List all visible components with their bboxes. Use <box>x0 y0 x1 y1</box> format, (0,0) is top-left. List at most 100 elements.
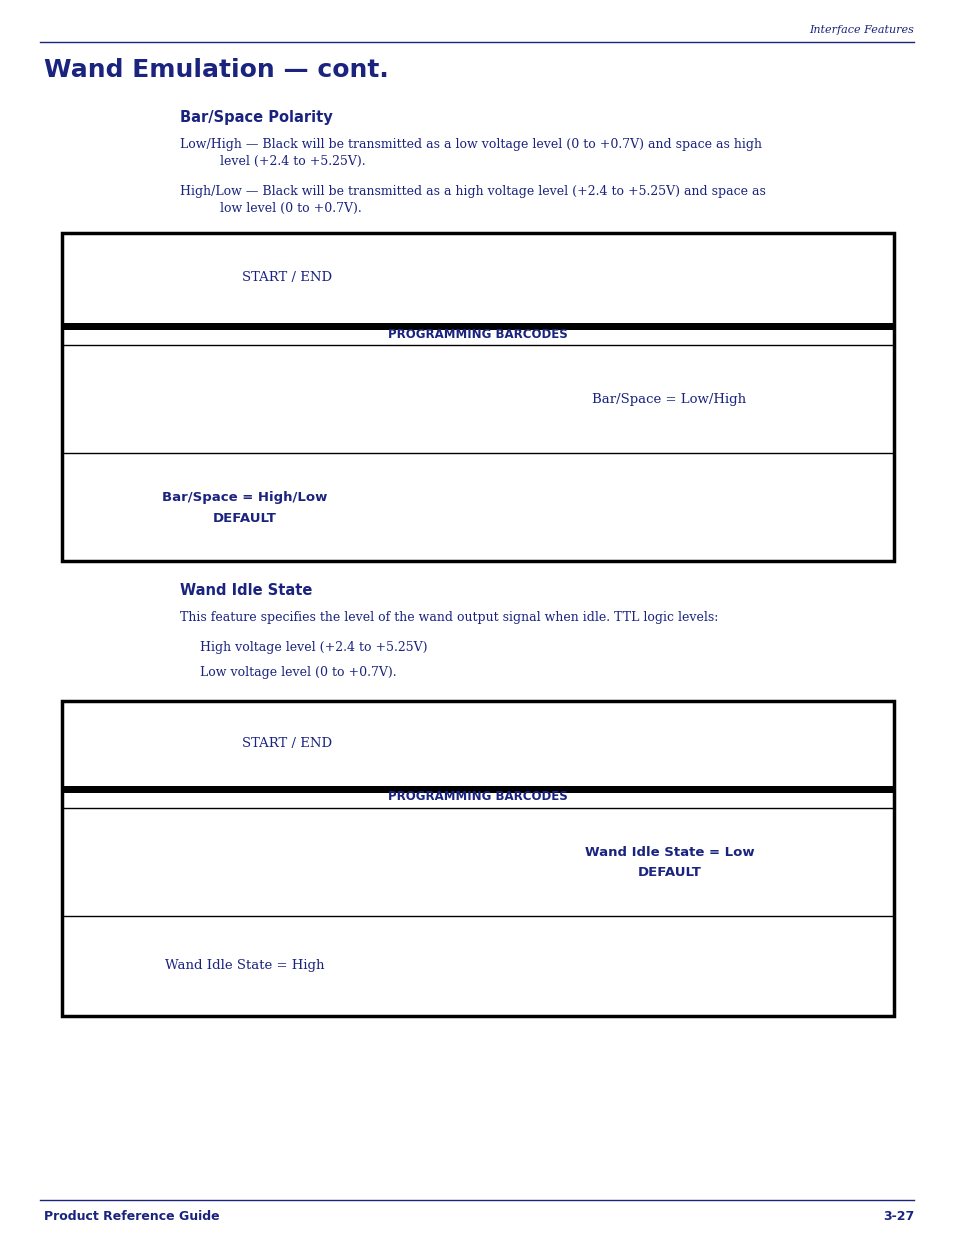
Bar <box>194 366 198 433</box>
Bar <box>288 827 292 897</box>
Text: Bar/Space = Low/High: Bar/Space = Low/High <box>592 393 745 405</box>
Bar <box>733 714 737 773</box>
Bar <box>663 247 664 309</box>
Bar <box>597 935 598 997</box>
Bar <box>746 714 749 773</box>
Bar <box>327 827 331 897</box>
Bar <box>230 827 233 897</box>
Bar <box>675 935 679 997</box>
Bar <box>746 473 749 541</box>
Bar <box>760 714 762 773</box>
Bar <box>340 366 343 433</box>
Bar <box>189 366 192 433</box>
Bar <box>597 473 598 541</box>
Bar <box>708 247 709 309</box>
Bar <box>649 935 652 997</box>
Bar <box>370 366 371 433</box>
Text: START / END: START / END <box>241 737 332 750</box>
Bar <box>327 366 331 433</box>
Bar <box>597 714 598 773</box>
Bar <box>237 827 240 897</box>
Bar <box>189 827 192 897</box>
Text: Product Reference Guide: Product Reference Guide <box>44 1210 219 1223</box>
Bar <box>663 473 664 541</box>
Bar <box>194 827 198 897</box>
Text: PROGRAMMING BARCODES: PROGRAMMING BARCODES <box>388 790 567 804</box>
Bar <box>655 935 659 997</box>
Bar <box>714 473 717 541</box>
Bar <box>663 714 664 773</box>
Bar <box>360 366 362 433</box>
Bar <box>321 366 322 433</box>
Bar <box>259 827 260 897</box>
Bar <box>218 366 220 433</box>
Bar <box>708 714 709 773</box>
Bar <box>218 827 220 897</box>
Bar <box>295 366 298 433</box>
Bar <box>696 714 699 773</box>
Bar <box>210 366 212 433</box>
Bar <box>360 827 362 897</box>
Bar <box>636 714 639 773</box>
Bar <box>624 714 626 773</box>
Bar <box>682 473 684 541</box>
Bar <box>610 714 612 773</box>
Bar <box>185 827 186 897</box>
Text: Wand Idle State: Wand Idle State <box>180 583 312 598</box>
Bar <box>742 247 744 309</box>
Bar <box>714 935 717 997</box>
Bar <box>321 827 322 897</box>
Bar <box>645 473 646 541</box>
Bar <box>733 473 737 541</box>
Text: High voltage level (+2.4 to +5.25V): High voltage level (+2.4 to +5.25V) <box>200 641 427 655</box>
Bar <box>581 714 584 773</box>
Text: DEFAULT: DEFAULT <box>637 867 700 879</box>
Bar <box>335 366 336 433</box>
Text: START / END: START / END <box>241 272 332 284</box>
Bar <box>302 366 303 433</box>
Bar <box>682 247 684 309</box>
Bar <box>347 827 350 897</box>
Bar <box>276 366 277 433</box>
Bar <box>742 935 744 997</box>
Bar <box>721 714 722 773</box>
Bar <box>675 247 679 309</box>
Bar <box>576 714 578 773</box>
Bar <box>757 935 758 997</box>
Bar <box>645 935 646 997</box>
Bar <box>576 247 578 309</box>
Bar <box>249 827 253 897</box>
Bar <box>760 473 762 541</box>
Bar <box>571 714 573 773</box>
Bar <box>185 366 186 433</box>
Bar <box>589 714 591 773</box>
Bar <box>249 366 253 433</box>
Bar <box>624 473 626 541</box>
Bar <box>688 714 689 773</box>
Bar <box>636 247 639 309</box>
Bar <box>581 473 584 541</box>
Bar <box>682 935 684 997</box>
Bar <box>727 935 730 997</box>
Bar <box>597 247 598 309</box>
Bar <box>243 366 244 433</box>
Bar <box>581 247 584 309</box>
Bar <box>649 473 652 541</box>
Bar <box>746 247 749 309</box>
Bar <box>733 247 737 309</box>
Bar <box>708 935 709 997</box>
Bar <box>616 247 619 309</box>
Bar <box>604 473 607 541</box>
Bar <box>727 247 730 309</box>
Bar <box>370 827 371 897</box>
Bar <box>604 714 607 773</box>
Bar <box>62 233 893 561</box>
Bar <box>727 473 730 541</box>
Bar <box>630 935 631 997</box>
Bar <box>571 473 573 541</box>
Bar <box>688 473 689 541</box>
Bar <box>696 473 699 541</box>
Text: Wand Idle State = High: Wand Idle State = High <box>165 960 324 972</box>
Bar <box>655 473 659 541</box>
Bar <box>757 247 758 309</box>
